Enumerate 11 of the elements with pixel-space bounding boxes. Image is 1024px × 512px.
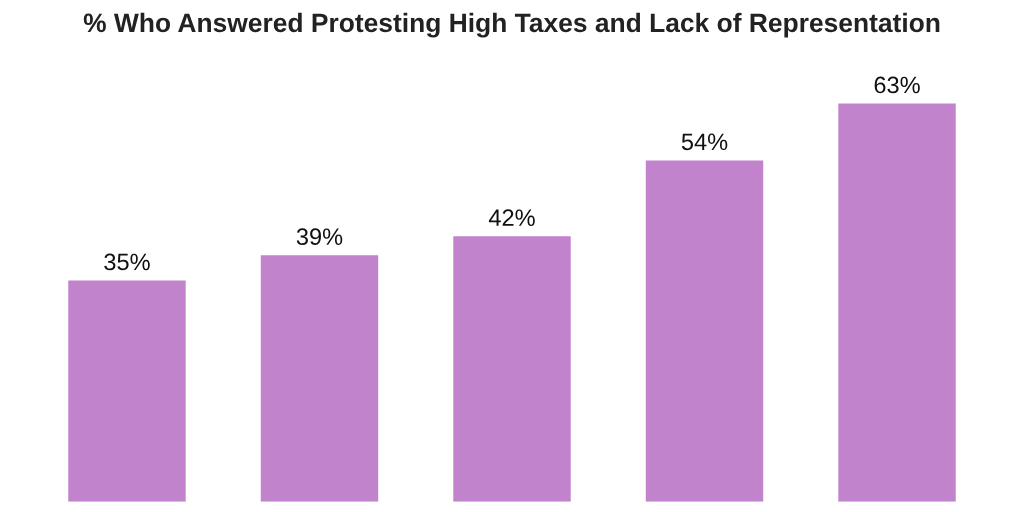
bar bbox=[453, 236, 571, 502]
bar bbox=[260, 255, 379, 502]
bar bbox=[645, 160, 764, 502]
data-label: 39% bbox=[296, 228, 343, 246]
bar bbox=[838, 103, 956, 502]
chart-title: % Who Answered Protesting High Taxes and Lack of Representation bbox=[83, 12, 940, 38]
data-label: 42% bbox=[488, 209, 535, 226]
data-label: 35% bbox=[104, 253, 150, 271]
data-label: 54% bbox=[681, 133, 728, 151]
data-label: 63% bbox=[874, 76, 920, 94]
bar bbox=[68, 280, 186, 502]
